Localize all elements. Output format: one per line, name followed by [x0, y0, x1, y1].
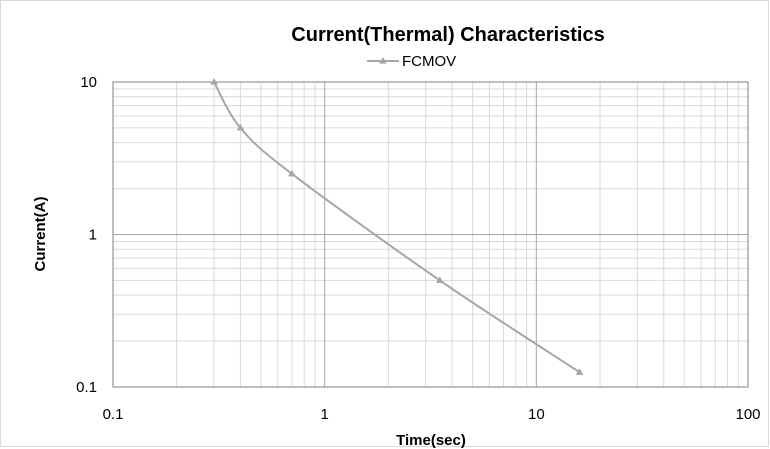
y-tick-labels: 0.1 1 10	[76, 74, 97, 396]
legend-marker-fcmov	[379, 57, 387, 64]
x-tick-label: 0.1	[103, 406, 124, 423]
x-tick-label: 1	[320, 406, 328, 423]
legend: FCMOV	[367, 53, 456, 70]
data-point-fcmov	[436, 276, 444, 284]
data-point-fcmov	[575, 368, 584, 375]
data-point-fcmov	[236, 123, 245, 131]
x-tick-label: 10	[528, 406, 545, 423]
legend-label-fcmov: FCMOV	[402, 53, 456, 70]
plot-area	[112, 81, 749, 388]
grid-major	[113, 82, 748, 387]
y-axis-title: Current(A)	[32, 197, 49, 272]
y-tick-label: 1	[89, 227, 97, 244]
data-point-fcmov	[288, 169, 296, 177]
x-tick-label: 100	[735, 406, 760, 423]
series-line-fcmov	[213, 81, 581, 374]
y-tick-label: 0.1	[76, 379, 97, 396]
chart-title: Current(Thermal) Characteristics	[291, 24, 604, 46]
y-tick-label: 10	[80, 74, 97, 91]
data-point-fcmov	[210, 78, 218, 85]
x-axis-title: Time(sec)	[396, 432, 466, 449]
x-tick-labels: 0.1 1 10 100	[103, 406, 761, 423]
series-fcmov	[210, 78, 584, 375]
